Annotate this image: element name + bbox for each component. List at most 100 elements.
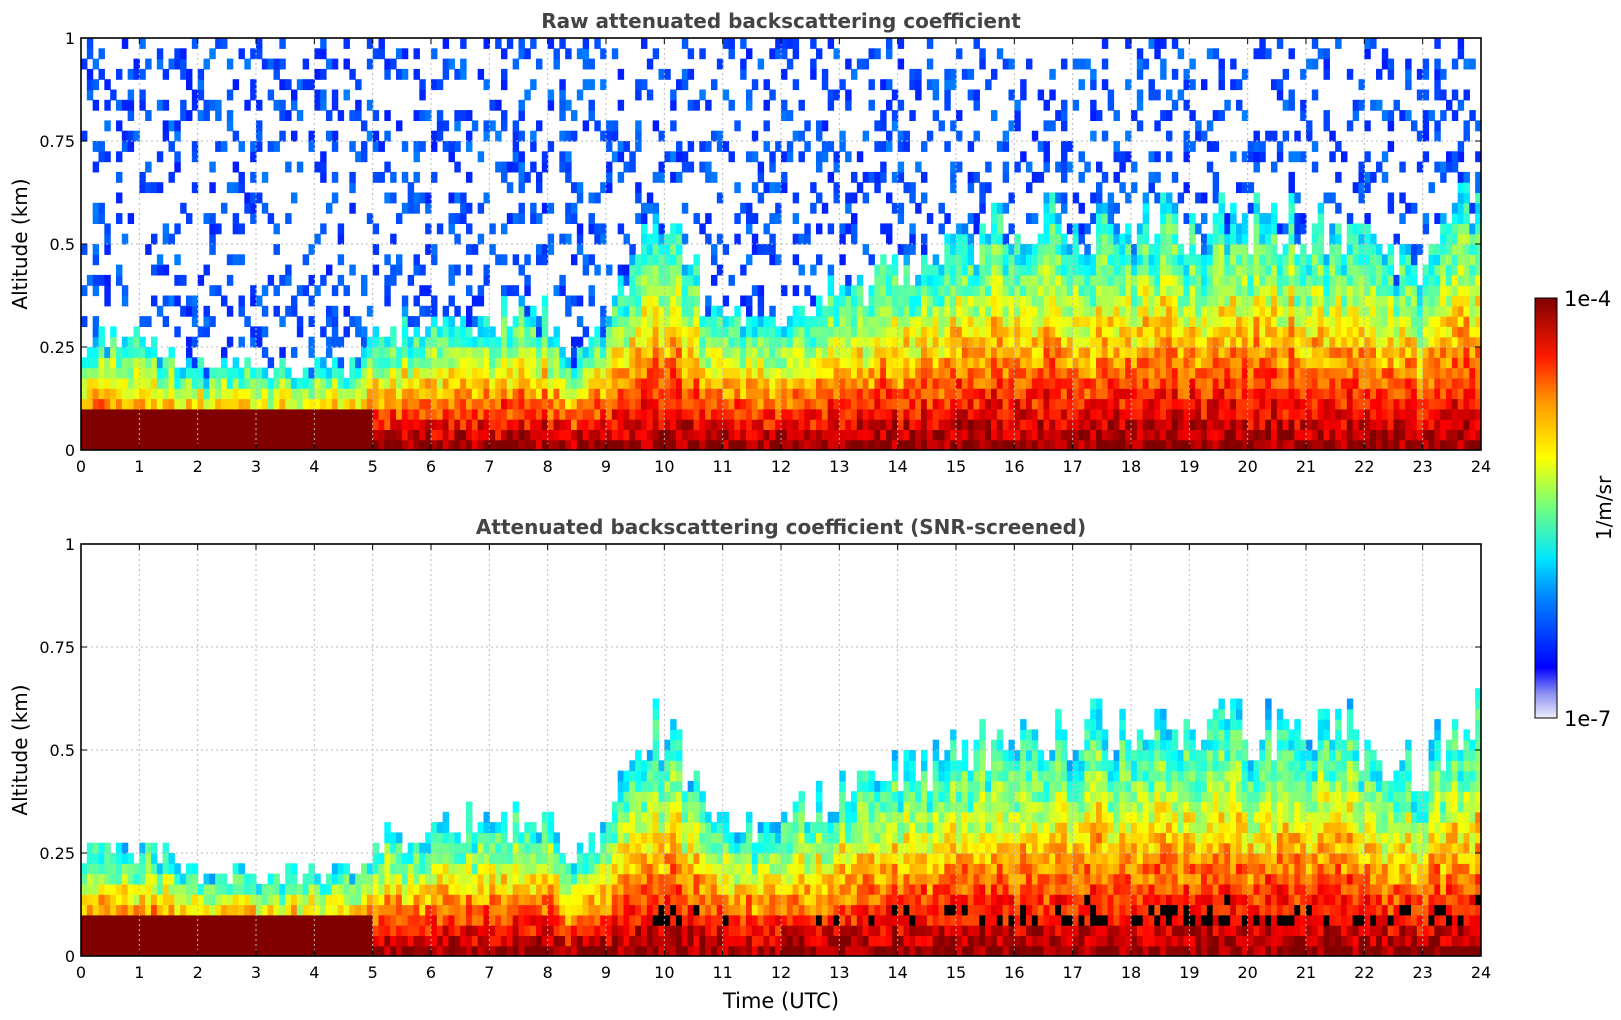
heatmap-cell — [652, 419, 660, 430]
heatmap-cell — [1224, 213, 1231, 224]
heatmap-cell — [104, 274, 111, 286]
heatmap-cell — [110, 367, 117, 379]
heatmap-cell — [1247, 141, 1255, 152]
heatmap-cell — [279, 99, 286, 111]
heatmap-cell — [81, 439, 88, 450]
heatmap-cell — [1107, 244, 1115, 255]
heatmap-cell — [536, 326, 543, 338]
heatmap-cell — [606, 141, 613, 152]
heatmap-cell — [985, 264, 992, 276]
heatmap-cell — [1113, 244, 1120, 255]
heatmap-cell — [1317, 398, 1325, 410]
heatmap-cell — [191, 367, 199, 379]
heatmap-cell — [792, 388, 800, 400]
heatmap-cell — [1090, 347, 1097, 358]
heatmap-cell — [1381, 326, 1389, 338]
heatmap-cell — [250, 213, 257, 224]
heatmap-cell — [1107, 254, 1115, 266]
heatmap-cell — [588, 419, 595, 430]
heatmap-cell — [477, 398, 485, 410]
heatmap-cell — [635, 285, 642, 297]
heatmap-cell — [1247, 408, 1255, 420]
heatmap-cell — [401, 439, 409, 450]
heatmap-cell — [676, 151, 683, 163]
heatmap-cell — [909, 388, 916, 400]
heatmap-cell — [956, 130, 963, 142]
heatmap-cell — [1276, 295, 1284, 307]
heatmap-cell — [641, 233, 648, 245]
heatmap-cell — [699, 408, 706, 420]
heatmap-cell — [932, 316, 940, 327]
heatmap-cell — [1253, 336, 1260, 348]
heatmap-cell — [1014, 388, 1021, 400]
heatmap-cell — [483, 79, 490, 91]
heatmap-cell — [401, 347, 409, 358]
heatmap-cell — [296, 408, 304, 420]
heatmap-cell — [506, 377, 514, 389]
heatmap-cell — [956, 233, 963, 245]
heatmap-cell — [419, 141, 426, 152]
heatmap-cell — [740, 68, 747, 80]
heatmap-cell — [139, 419, 146, 430]
heatmap-cell — [1265, 326, 1272, 338]
heatmap-cell — [670, 151, 677, 163]
heatmap-cell — [553, 398, 560, 410]
heatmap-cell — [1002, 347, 1010, 358]
heatmap-cell — [798, 388, 805, 400]
heatmap-cell — [314, 367, 321, 379]
heatmap-cell — [355, 429, 362, 441]
heatmap-cell — [355, 388, 362, 400]
heatmap-cell — [1358, 171, 1365, 183]
heatmap-cell — [1300, 347, 1307, 358]
heatmap-cell — [1352, 408, 1360, 420]
heatmap-cell — [1189, 347, 1196, 358]
heatmap-cell — [786, 151, 794, 163]
heatmap-cell — [92, 285, 100, 297]
heatmap-cell — [431, 254, 438, 266]
heatmap-cell — [950, 408, 957, 420]
heatmap-cell — [926, 305, 934, 317]
heatmap-cell — [1084, 264, 1091, 276]
heatmap-cell — [1300, 223, 1307, 235]
heatmap-cell — [629, 419, 636, 430]
heatmap-cell — [1061, 58, 1068, 70]
heatmap-cell — [1078, 233, 1085, 245]
heatmap-cell — [1236, 274, 1243, 286]
heatmap-cell — [839, 316, 846, 327]
heatmap-cell — [571, 398, 578, 410]
heatmap-cell — [1166, 202, 1173, 214]
heatmap-cell — [565, 99, 572, 111]
heatmap-cell — [664, 388, 671, 400]
heatmap-cell — [681, 357, 689, 369]
heatmap-cell — [1288, 377, 1295, 389]
heatmap-cell — [1218, 398, 1225, 410]
heatmap-cell — [979, 264, 986, 276]
heatmap-cell — [1288, 274, 1295, 286]
heatmap-cell — [1061, 285, 1068, 297]
heatmap-cell — [1160, 295, 1167, 307]
heatmap-cell — [781, 326, 788, 338]
heatmap-cell — [1136, 398, 1144, 410]
heatmap-cell — [792, 213, 800, 224]
heatmap-cell — [950, 182, 957, 194]
heatmap-cell — [693, 367, 700, 379]
heatmap-cell — [425, 419, 432, 430]
heatmap-cell — [477, 429, 485, 441]
heatmap-cell — [1300, 316, 1307, 327]
heatmap-cell — [734, 326, 741, 338]
heatmap-cell — [1020, 367, 1027, 379]
heatmap-cell — [681, 429, 689, 441]
heatmap-cell — [1119, 336, 1126, 348]
heatmap-cell — [291, 347, 298, 358]
heatmap-cell — [1358, 347, 1365, 358]
heatmap-cell — [862, 336, 870, 348]
heatmap-cell — [1276, 316, 1284, 327]
heatmap-cell — [1014, 377, 1021, 389]
heatmap-cell — [635, 305, 642, 317]
heatmap-cell — [460, 357, 467, 369]
heatmap-cell — [466, 357, 473, 369]
heatmap-cell — [349, 367, 356, 379]
heatmap-cell — [1148, 398, 1155, 410]
heatmap-cell — [1136, 264, 1144, 276]
heatmap-cell — [366, 336, 374, 348]
